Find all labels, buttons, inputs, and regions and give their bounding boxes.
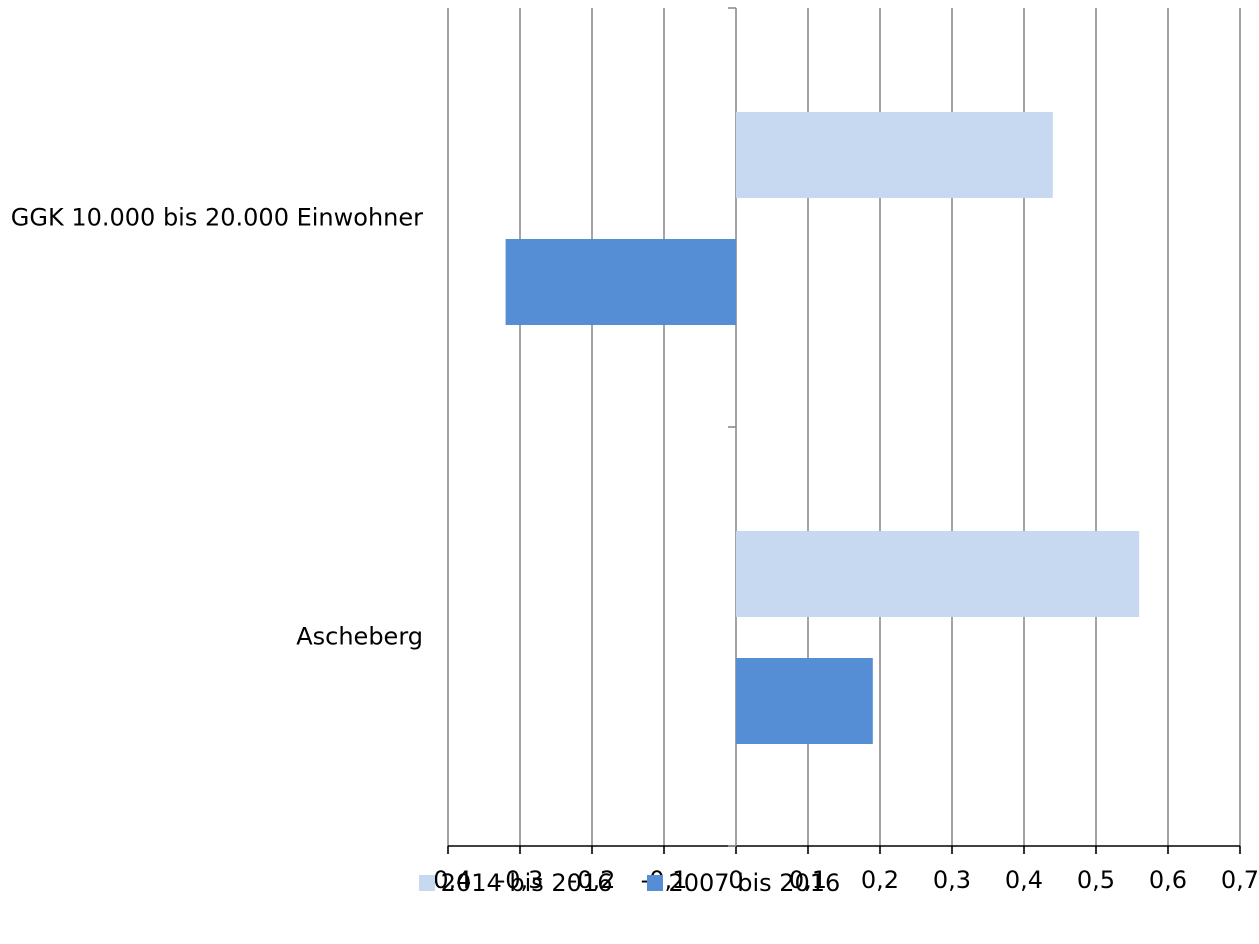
x-tick-label: 0,3: [933, 866, 971, 894]
legend-label-series-1: 2014 bis 2016: [440, 869, 613, 897]
x-tick-label: 0: [728, 866, 743, 894]
bar-2014-2016: [736, 531, 1140, 617]
legend-swatch-series-2: [646, 875, 663, 891]
legend-swatch-series-1: [418, 875, 435, 891]
legend-item-series-1: 2014 bis 2016: [418, 869, 613, 897]
bar-2014-2016: [736, 112, 1053, 198]
x-tick-label: -0,3: [497, 866, 544, 894]
x-tick-label: 0,1: [789, 866, 827, 894]
category-label: GGK 10.000 bis 20.000 Einwohner: [11, 204, 423, 232]
legend-label-series-2: 2007 bis 2016: [668, 869, 841, 897]
x-tick-label: 0,5: [1077, 866, 1115, 894]
legend: 2014 bis 2016 2007 bis 2016: [0, 866, 1259, 900]
bar-2007-2016: [736, 658, 873, 744]
bar-2007-2016: [505, 239, 736, 325]
category-label: Ascheberg: [296, 623, 423, 651]
x-tick-label: 0,6: [1149, 866, 1187, 894]
legend-item-series-2: 2007 bis 2016: [646, 869, 841, 897]
x-tick-label: 0,7: [1221, 866, 1259, 894]
x-tick-label: 0,4: [1005, 866, 1043, 894]
x-tick-label: 0,2: [861, 866, 899, 894]
x-tick-label: -0,2: [569, 866, 616, 894]
